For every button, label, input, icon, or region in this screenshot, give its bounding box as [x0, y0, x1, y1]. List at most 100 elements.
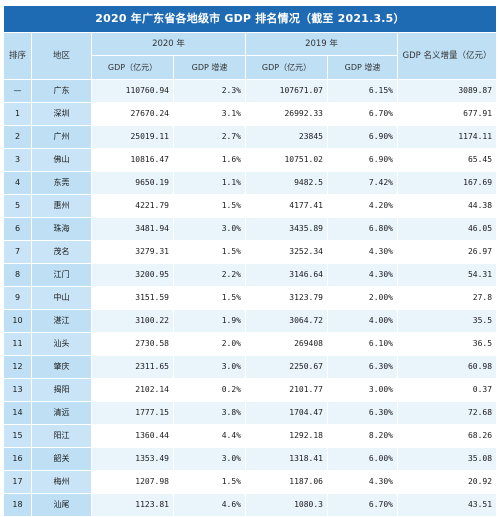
cell-gdp-2020: 2311.65	[91, 355, 174, 379]
cell-gdp-2019: 1704.47	[245, 401, 328, 425]
header-increase: GDP 名义增量（亿元）	[396, 32, 498, 80]
cell-growth-2020: 1.5%	[173, 240, 246, 264]
cell-gdp-2019: 3435.89	[245, 217, 328, 241]
cell-growth-2020: 2.0%	[173, 332, 246, 356]
table-row: 18 汕尾 1123.81 4.6% 1080.3 6.70% 43.51	[3, 493, 498, 517]
cell-gdp-2020: 1353.49	[91, 447, 174, 471]
cell-rank: 13	[3, 378, 32, 402]
header-year-2019: 2019 年	[245, 32, 398, 56]
cell-rank: 12	[3, 355, 32, 379]
table-row: 3 佛山 10816.47 1.6% 10751.02 6.90% 65.45	[3, 148, 498, 172]
cell-rank: 15	[3, 424, 32, 448]
cell-growth-2020: 3.1%	[173, 102, 246, 126]
cell-gdp-2019: 26992.33	[245, 102, 328, 126]
table-row: 7 茂名 3279.31 1.5% 3252.34 4.30% 26.97	[3, 240, 498, 264]
cell-growth-2019: 6.70%	[327, 493, 398, 517]
cell-region: 汕头	[31, 332, 92, 356]
cell-growth-2019: 8.20%	[327, 424, 398, 448]
cell-region: 阳江	[31, 424, 92, 448]
table-row: 16 韶关 1353.49 3.0% 1318.41 6.00% 35.08	[3, 447, 498, 471]
cell-increase: 677.91	[396, 102, 498, 126]
table-row: 8 江门 3200.95 2.2% 3146.64 4.30% 54.31	[3, 263, 498, 287]
table-row: 6 珠海 3481.94 3.0% 3435.89 6.80% 46.05	[3, 217, 498, 241]
cell-region: 珠海	[31, 217, 92, 241]
cell-rank: 9	[3, 286, 32, 310]
cell-gdp-2019: 10751.02	[245, 148, 328, 172]
cell-gdp-2020: 4221.79	[91, 194, 174, 218]
cell-growth-2019: 4.30%	[327, 263, 398, 287]
subheader-growth-2019: GDP 增速	[327, 55, 398, 80]
cell-gdp-2020: 3151.59	[91, 286, 174, 310]
cell-increase: 43.51	[396, 493, 498, 517]
cell-gdp-2019: 3123.79	[245, 286, 328, 310]
cell-increase: 0.37	[396, 378, 498, 402]
cell-gdp-2019: 269408	[245, 332, 328, 356]
cell-gdp-2020: 10816.47	[91, 148, 174, 172]
cell-growth-2019: 4.30%	[327, 470, 398, 494]
cell-rank: 18	[3, 493, 32, 517]
cell-gdp-2019: 3064.72	[245, 309, 328, 333]
cell-growth-2019: 6.10%	[327, 332, 398, 356]
cell-rank: 7	[3, 240, 32, 264]
cell-region: 清远	[31, 401, 92, 425]
cell-gdp-2019: 9482.5	[245, 171, 328, 195]
cell-increase: 36.5	[396, 332, 498, 356]
subheader-growth-2020: GDP 增速	[173, 55, 246, 80]
cell-gdp-2019: 23845	[245, 125, 328, 149]
cell-gdp-2020: 3200.95	[91, 263, 174, 287]
cell-gdp-2020: 3279.31	[91, 240, 174, 264]
cell-gdp-2020: 27670.24	[91, 102, 174, 126]
cell-growth-2020: 1.1%	[173, 171, 246, 195]
subheader-row: GDP（亿元） GDP 增速 GDP（亿元） GDP 增速	[4, 55, 497, 80]
cell-gdp-2020: 2102.14	[91, 378, 174, 402]
subheader-gdp-2020: GDP（亿元）	[91, 55, 174, 80]
cell-growth-2020: 1.5%	[173, 286, 246, 310]
cell-gdp-2020: 1207.98	[91, 470, 174, 494]
cell-gdp-2019: 2101.77	[245, 378, 328, 402]
table-row: 1 深圳 27670.24 3.1% 26992.33 6.70% 677.91	[3, 102, 498, 126]
cell-rank: 2	[3, 125, 32, 149]
cell-rank: 14	[3, 401, 32, 425]
cell-growth-2020: 1.5%	[173, 194, 246, 218]
cell-region: 广东	[31, 79, 92, 103]
cell-growth-2019: 6.80%	[327, 217, 398, 241]
cell-gdp-2020: 1777.15	[91, 401, 174, 425]
cell-region: 肇庆	[31, 355, 92, 379]
cell-growth-2020: 4.6%	[173, 493, 246, 517]
subheader-gdp-2019: GDP（亿元）	[245, 55, 328, 80]
cell-growth-2020: 0.2%	[173, 378, 246, 402]
cell-region: 东莞	[31, 171, 92, 195]
cell-gdp-2019: 1318.41	[245, 447, 328, 471]
cell-gdp-2020: 2730.58	[91, 332, 174, 356]
cell-increase: 20.92	[396, 470, 498, 494]
cell-growth-2019: 6.00%	[327, 447, 398, 471]
cell-growth-2019: 6.30%	[327, 401, 398, 425]
cell-growth-2019: 2.00%	[327, 286, 398, 310]
cell-increase: 35.08	[396, 447, 498, 471]
table-row: 12 肇庆 2311.65 3.0% 2250.67 6.30% 60.98	[3, 355, 498, 379]
cell-rank: —	[3, 79, 32, 103]
table-row: 9 中山 3151.59 1.5% 3123.79 2.00% 27.8	[3, 286, 498, 310]
cell-gdp-2019: 3146.64	[245, 263, 328, 287]
cell-gdp-2020: 1123.81	[91, 493, 174, 517]
cell-rank: 6	[3, 217, 32, 241]
cell-gdp-2020: 3100.22	[91, 309, 174, 333]
cell-gdp-2020: 110760.94	[91, 79, 174, 103]
cell-growth-2020: 1.9%	[173, 309, 246, 333]
cell-rank: 3	[3, 148, 32, 172]
cell-growth-2019: 4.20%	[327, 194, 398, 218]
cell-increase: 167.69	[396, 171, 498, 195]
cell-region: 惠州	[31, 194, 92, 218]
cell-region: 江门	[31, 263, 92, 287]
cell-growth-2019: 4.00%	[327, 309, 398, 333]
cell-growth-2020: 3.8%	[173, 401, 246, 425]
cell-region: 茂名	[31, 240, 92, 264]
cell-gdp-2020: 9650.19	[91, 171, 174, 195]
cell-increase: 72.68	[396, 401, 498, 425]
cell-gdp-2019: 1080.3	[245, 493, 328, 517]
cell-region: 佛山	[31, 148, 92, 172]
table-row: 15 阳江 1360.44 4.4% 1292.18 8.20% 68.26	[3, 424, 498, 448]
cell-growth-2020: 2.7%	[173, 125, 246, 149]
cell-gdp-2019: 1292.18	[245, 424, 328, 448]
